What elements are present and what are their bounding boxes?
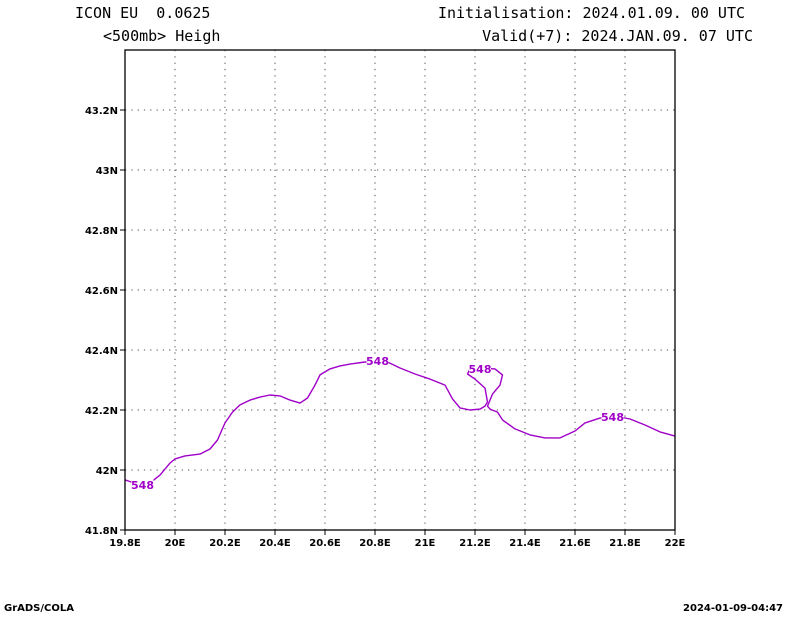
plot-frame: [124, 49, 676, 531]
y-axis: 41.8N 42N 42.2N 42.4N 42.6N 42.8N 43N 43.2N: [85, 106, 125, 537]
x-tick-label: 21.2E: [459, 538, 491, 549]
y-tick-label: 43.2N: [85, 106, 118, 117]
contour-label-bg: [469, 361, 491, 374]
x-tick-label: 21.8E: [609, 538, 641, 549]
x-tick-label: 21.6E: [559, 538, 591, 549]
initialisation-time: Initialisation: 2024.01.09. 00 UTC: [437, 4, 745, 22]
y-tick-label: 41.8N: [85, 526, 118, 537]
x-tick-label: 20.4E: [259, 538, 291, 549]
y-tick-label: 42.2N: [85, 406, 118, 417]
x-tick-label: 19.8E: [109, 538, 141, 549]
contour-label-bg: [366, 354, 389, 367]
x-tick-label: 22E: [665, 538, 686, 549]
x-axis: 19.8E 20E 20.2E 20.4E 20.6E 20.8E 21E 21.2E 21.4…: [109, 530, 686, 549]
contour-layer: 548 548 548 548: [124, 354, 676, 492]
y-tick-label: 42.6N: [85, 286, 118, 297]
contour-label-bg: [131, 478, 154, 490]
y-tick-label: 43N: [96, 166, 118, 177]
contour-label: 548: [366, 355, 389, 368]
x-tick-label: 20.2E: [209, 538, 241, 549]
grads-credit: GrADS/COLA: [4, 603, 74, 614]
x-tick-label: 20.8E: [359, 538, 391, 549]
y-tick-label: 42N: [96, 466, 118, 477]
x-tick-label: 21.4E: [509, 538, 541, 549]
contour-label-bg: [601, 409, 624, 422]
y-tick-label: 42.4N: [85, 346, 118, 357]
contour-label: 548: [601, 411, 624, 424]
contour-label: 548: [469, 363, 492, 376]
x-tick-label: 21E: [415, 538, 436, 549]
render-timestamp: 2024-01-09-04:47: [683, 603, 783, 614]
x-tick-label: 20E: [165, 538, 186, 549]
contour-label: 548: [131, 479, 154, 492]
contour-line-548: [124, 361, 676, 485]
field-title: <500mb> Heigh: [103, 27, 221, 45]
valid-time: Valid(+7): 2024.JAN.09. 07 UTC: [482, 27, 753, 45]
model-title: ICON EU 0.0625: [75, 4, 211, 22]
y-tick-label: 42.8N: [85, 226, 118, 237]
grid-lines: [125, 50, 675, 530]
x-tick-label: 20.6E: [309, 538, 341, 549]
